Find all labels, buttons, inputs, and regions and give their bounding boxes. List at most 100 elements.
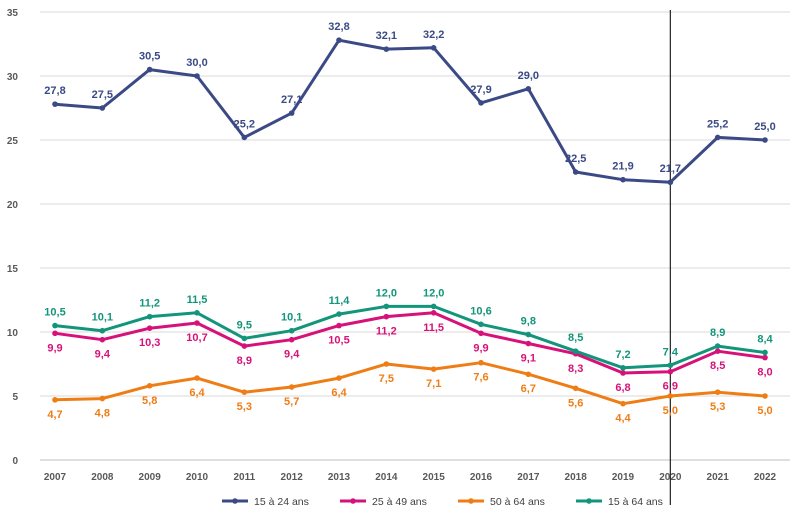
data-point bbox=[146, 382, 153, 389]
data-label: 7,2 bbox=[615, 349, 630, 361]
data-label: 12,0 bbox=[376, 287, 397, 299]
data-label: 25,2 bbox=[707, 118, 728, 130]
data-point bbox=[52, 101, 58, 107]
x-tick-label: 2012 bbox=[281, 472, 304, 483]
x-tick-label: 2016 bbox=[470, 472, 493, 483]
data-point bbox=[241, 134, 248, 141]
legend-item-1[interactable]: 25 à 49 ans bbox=[340, 496, 427, 508]
data-point bbox=[99, 336, 106, 343]
data-point bbox=[620, 365, 626, 371]
legend-label: 15 à 24 ans bbox=[254, 496, 309, 508]
data-label: 8,9 bbox=[237, 355, 252, 367]
data-point bbox=[52, 330, 58, 337]
data-label: 32,2 bbox=[423, 29, 444, 41]
x-tick-label: 2022 bbox=[754, 472, 777, 483]
data-point bbox=[99, 395, 106, 402]
data-point bbox=[336, 37, 342, 43]
legend-swatch-marker bbox=[232, 498, 238, 504]
y-tick-label: 5 bbox=[12, 392, 18, 403]
data-point bbox=[478, 330, 484, 337]
data-point bbox=[667, 179, 674, 186]
data-label: 6,4 bbox=[331, 387, 347, 399]
data-label: 5,6 bbox=[568, 397, 583, 409]
legend-item-0[interactable]: 15 à 24 ans bbox=[222, 496, 309, 508]
data-point bbox=[762, 354, 768, 361]
legend-item-3[interactable]: 15 à 64 ans bbox=[576, 496, 663, 508]
data-point bbox=[336, 375, 342, 381]
data-point bbox=[525, 86, 532, 92]
data-point bbox=[99, 105, 106, 111]
legend-swatch-marker bbox=[586, 498, 592, 504]
data-point bbox=[525, 371, 532, 378]
data-label: 30,0 bbox=[186, 57, 207, 69]
legend-item-2[interactable]: 50 à 64 ans bbox=[458, 496, 545, 508]
data-label: 10,6 bbox=[470, 305, 491, 317]
legend-label: 25 à 49 ans bbox=[372, 496, 427, 508]
data-point bbox=[146, 66, 153, 73]
legend-swatch-marker bbox=[468, 498, 474, 504]
data-point bbox=[714, 348, 721, 355]
data-label: 6,8 bbox=[615, 382, 630, 394]
y-tick-label: 15 bbox=[7, 264, 19, 275]
data-label: 10,1 bbox=[281, 312, 302, 324]
y-tick-label: 20 bbox=[7, 200, 19, 211]
grid-lines bbox=[40, 11, 790, 397]
y-tick-label: 0 bbox=[12, 456, 18, 467]
data-point bbox=[667, 362, 674, 369]
data-label: 10,5 bbox=[328, 335, 349, 347]
series-1 bbox=[52, 310, 768, 376]
series-2 bbox=[52, 359, 768, 407]
data-label: 4,7 bbox=[47, 409, 62, 421]
data-label: 21,7 bbox=[660, 163, 681, 175]
data-label: 9,1 bbox=[521, 353, 536, 365]
data-point bbox=[241, 343, 248, 349]
data-label: 9,9 bbox=[47, 342, 62, 354]
legend-label: 50 à 64 ans bbox=[490, 496, 545, 508]
data-point bbox=[478, 100, 484, 106]
legend[interactable]: 15 à 24 ans 25 à 49 ans 50 à 64 ans 15 à 64… bbox=[222, 496, 663, 508]
data-point bbox=[762, 137, 768, 143]
data-label: 8,5 bbox=[710, 360, 725, 372]
x-tick-label: 2013 bbox=[328, 472, 351, 483]
data-label: 7,5 bbox=[379, 373, 394, 385]
data-point bbox=[620, 370, 626, 376]
y-tick-label: 30 bbox=[7, 72, 19, 83]
data-label: 10,3 bbox=[139, 337, 160, 349]
y-tick-label: 25 bbox=[7, 136, 19, 147]
data-point bbox=[383, 361, 390, 367]
data-label: 32,8 bbox=[328, 21, 349, 33]
data-point bbox=[714, 343, 721, 349]
x-tick-label: 2014 bbox=[375, 472, 398, 483]
data-point bbox=[478, 359, 484, 366]
data-point bbox=[572, 385, 579, 392]
series-0 bbox=[52, 37, 768, 186]
x-tick-label: 2021 bbox=[707, 472, 730, 483]
data-label: 11,2 bbox=[376, 326, 397, 338]
data-point bbox=[572, 348, 579, 355]
legend-label: 15 à 64 ans bbox=[608, 496, 663, 508]
data-point bbox=[762, 349, 768, 356]
x-tick-label: 2018 bbox=[565, 472, 588, 483]
series-line bbox=[53, 38, 767, 184]
data-label: 8,4 bbox=[757, 333, 773, 345]
data-label: 27,9 bbox=[470, 84, 491, 96]
data-point bbox=[194, 73, 200, 79]
data-label: 12,0 bbox=[423, 287, 444, 299]
series-3 bbox=[52, 303, 768, 371]
data-label: 8,5 bbox=[568, 332, 583, 344]
data-point bbox=[288, 336, 295, 343]
data-label: 8,3 bbox=[568, 363, 583, 375]
data-label: 27,5 bbox=[92, 89, 113, 101]
data-label: 22,5 bbox=[565, 153, 586, 165]
data-point bbox=[525, 340, 532, 347]
data-label: 6,9 bbox=[663, 381, 678, 393]
x-tick-label: 2011 bbox=[233, 472, 255, 483]
y-tick-label: 10 bbox=[7, 328, 19, 339]
data-point bbox=[336, 311, 342, 317]
y-tick-label: 35 bbox=[7, 8, 19, 19]
data-label: 8,9 bbox=[710, 327, 725, 339]
data-label: 9,5 bbox=[237, 319, 252, 331]
data-point bbox=[572, 169, 579, 175]
legend-swatch-marker bbox=[350, 498, 356, 504]
